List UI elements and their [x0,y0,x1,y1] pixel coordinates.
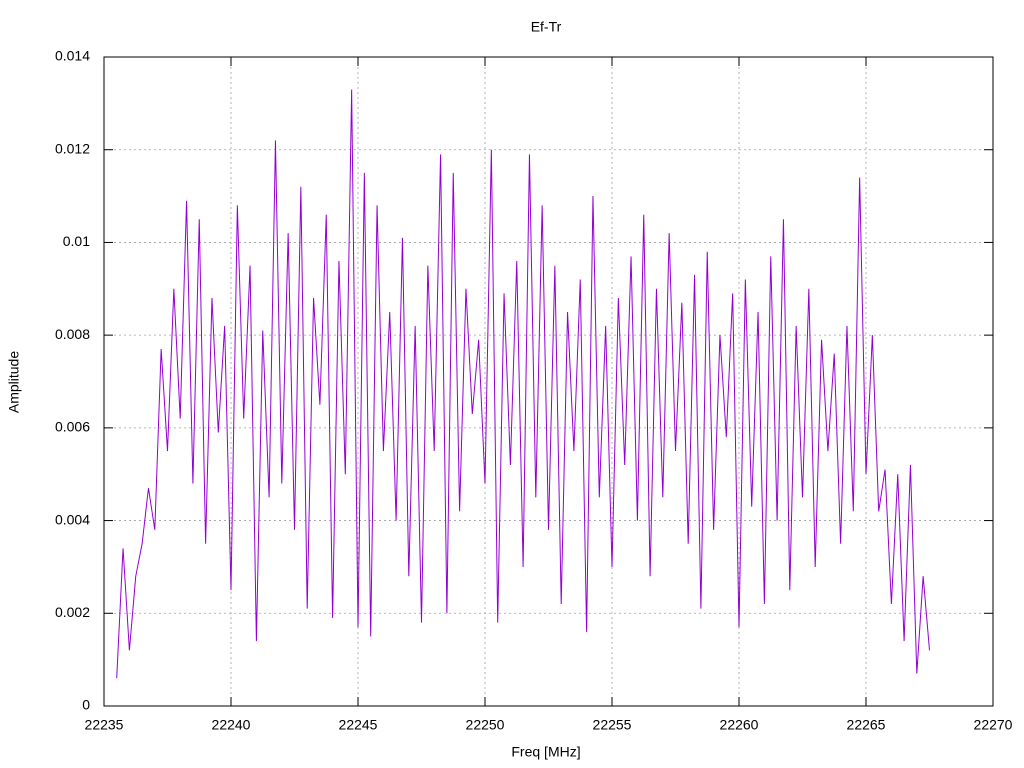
data-line [116,89,930,679]
x-tick-label: 22245 [339,717,378,733]
y-axis-label: Amplitude [6,351,22,413]
x-tick-label: 22235 [85,717,124,733]
x-tick-label: 22240 [212,717,251,733]
y-tick-label: 0.008 [55,326,90,342]
y-tick-label: 0.006 [55,419,90,435]
x-tick-label: 22270 [974,717,1013,733]
chart-title: Ef-Tr [531,19,562,35]
y-tick-label: 0 [82,697,90,713]
x-tick-label: 22250 [466,717,505,733]
x-axis-label: Freq [MHz] [511,744,580,760]
y-tick-label: 0.01 [63,233,90,249]
x-tick-label: 22260 [720,717,759,733]
y-tick-label: 0.012 [55,140,90,156]
x-tick-label: 22265 [847,717,886,733]
y-tick-label: 0.004 [55,511,90,527]
plot-border [103,56,994,707]
y-tick-label: 0.002 [55,604,90,620]
x-tick-label: 22255 [593,717,632,733]
y-tick-label: 0.014 [55,48,90,64]
